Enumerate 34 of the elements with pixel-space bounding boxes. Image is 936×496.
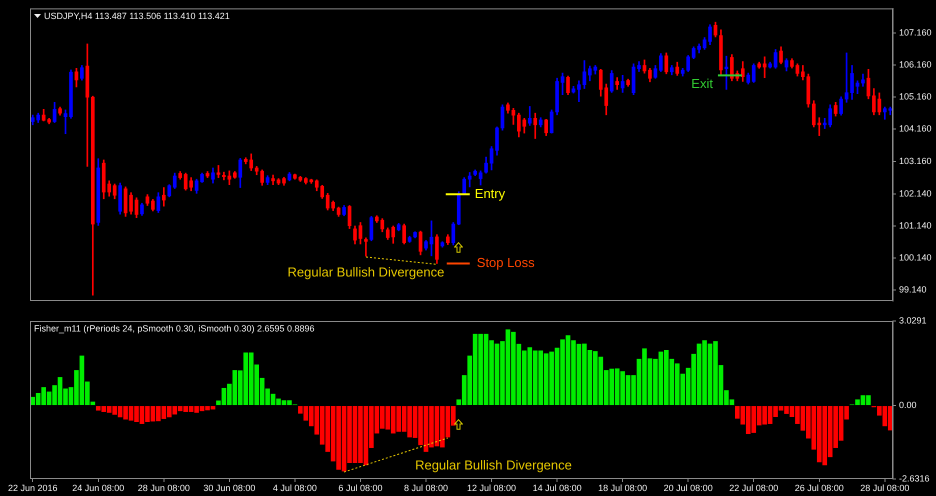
chart-title: Fisher_m11 (rPeriods 24, pSmooth 0.30, iSmooth 0.30) 2.6595 0.8896 (34, 323, 314, 334)
x-tick-label: 4 Jul 08:00 (272, 482, 317, 493)
ref-line-label: Exit (691, 76, 714, 91)
x-tick-label: 22 Jun 2016 (8, 482, 58, 493)
x-tick-label: 14 Jul 08:00 (532, 482, 582, 493)
y-tick-label: 104.160 (899, 124, 932, 134)
y-tick-label: 107.160 (899, 28, 932, 38)
chart-title: USDJPY,H4 113.487 113.506 113.410 113.421 (44, 10, 230, 21)
y-tick-label: 102.140 (899, 188, 932, 198)
ref-line-label: Stop Loss (476, 255, 536, 270)
y-tick-label: 105.160 (899, 92, 932, 102)
ref-line-label: Entry (474, 186, 506, 201)
annotation: Regular Bullish Divergence (288, 264, 444, 280)
x-tick-label: 8 Jul 08:00 (404, 482, 448, 493)
y-tick-label: 0.00 (899, 400, 917, 410)
x-tick-label: 24 Jun 08:00 (72, 482, 124, 493)
y-tick-label: 100.140 (899, 252, 932, 263)
x-tick-label: 28 Jul 08:00 (860, 482, 910, 493)
x-tick-label: 26 Jul 08:00 (794, 482, 844, 493)
candlestick (216, 165, 220, 178)
x-tick-label: 20 Jul 08:00 (664, 482, 713, 493)
x-tick-label: 12 Jul 08:00 (467, 482, 516, 493)
x-tick-label: 22 Jul 08:00 (729, 482, 778, 493)
x-tick-label: 30 Jun 08:00 (203, 482, 256, 493)
y-tick-label: 101.140 (899, 220, 932, 230)
y-tick-label: -2.6316 (899, 473, 930, 484)
y-tick-label: 103.160 (899, 156, 932, 166)
annotation: Regular Bullish Divergence (415, 458, 572, 473)
y-tick-label: 106.160 (899, 60, 932, 70)
y-tick-label: 3.0291 (899, 315, 927, 326)
x-tick-label: 18 Jul 08:00 (598, 482, 648, 493)
y-tick-label: 99.140 (899, 284, 927, 295)
x-tick-label: 28 Jun 08:00 (138, 482, 190, 493)
x-tick-label: 6 Jul 08:00 (338, 482, 382, 493)
